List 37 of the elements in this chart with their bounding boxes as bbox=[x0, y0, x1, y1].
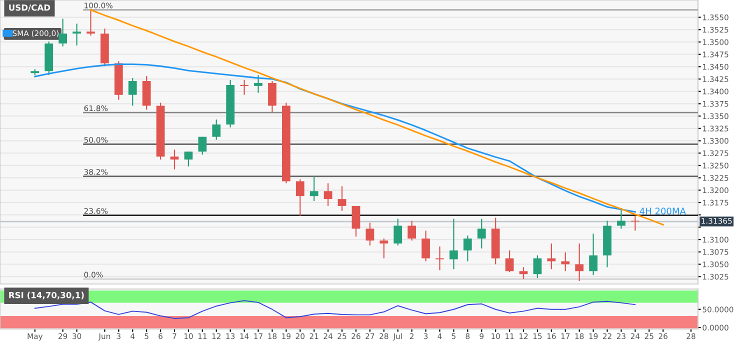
candlestick bbox=[296, 178, 304, 216]
candlestick bbox=[366, 222, 374, 246]
chart-title: RSI (14,70,30,1) bbox=[9, 292, 84, 300]
candlestick bbox=[254, 74, 262, 94]
candlestick bbox=[338, 186, 346, 212]
candlestick bbox=[86, 9, 95, 36]
candlestick bbox=[128, 77, 137, 106]
annotation: 4H 200MA bbox=[640, 208, 686, 215]
candlestick bbox=[505, 250, 514, 273]
candlestick bbox=[547, 242, 556, 270]
candlestick bbox=[617, 207, 626, 230]
candlestick bbox=[408, 220, 416, 242]
candlestick bbox=[240, 79, 248, 96]
candlestick bbox=[212, 118, 221, 140]
candlestick bbox=[268, 80, 276, 114]
line-series bbox=[34, 300, 636, 319]
candlestick bbox=[533, 254, 542, 279]
candlestick bbox=[310, 176, 318, 202]
candlestick bbox=[170, 149, 179, 170]
chart-title: USD/CAD bbox=[9, 4, 50, 12]
candlestick bbox=[575, 242, 584, 282]
candlestick bbox=[519, 266, 528, 280]
candlestick bbox=[324, 182, 332, 207]
candlestick bbox=[72, 23, 81, 46]
candlestick bbox=[352, 205, 360, 238]
candlestick bbox=[436, 246, 444, 271]
candlestick bbox=[394, 218, 402, 246]
candlestick bbox=[58, 18, 68, 47]
line-series bbox=[34, 63, 636, 213]
candlestick bbox=[422, 230, 430, 262]
candlestick bbox=[198, 136, 207, 156]
candlestick bbox=[589, 233, 598, 276]
candlestick bbox=[380, 238, 388, 259]
candlestick bbox=[477, 218, 486, 249]
candlestick bbox=[184, 151, 193, 168]
candlestick bbox=[450, 218, 458, 270]
candlestick bbox=[463, 235, 472, 262]
